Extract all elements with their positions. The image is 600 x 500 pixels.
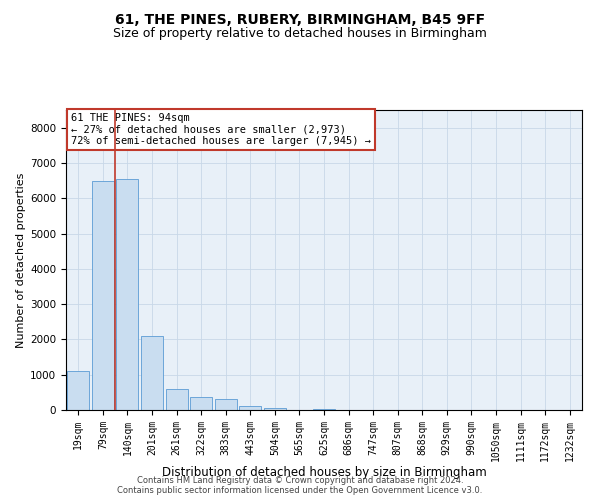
Text: 61 THE PINES: 94sqm
← 27% of detached houses are smaller (2,973)
72% of semi-det: 61 THE PINES: 94sqm ← 27% of detached ho…: [71, 113, 371, 146]
Bar: [215, 399, 237, 410]
Text: Contains HM Land Registry data © Crown copyright and database right 2024.
Contai: Contains HM Land Registry data © Crown c…: [118, 476, 482, 495]
Bar: [116, 179, 139, 410]
X-axis label: Distribution of detached houses by size in Birmingham: Distribution of detached houses by size …: [161, 466, 487, 479]
Text: Size of property relative to detached houses in Birmingham: Size of property relative to detached ho…: [113, 28, 487, 40]
Bar: [264, 408, 286, 410]
Text: 61, THE PINES, RUBERY, BIRMINGHAM, B45 9FF: 61, THE PINES, RUBERY, BIRMINGHAM, B45 9…: [115, 12, 485, 26]
Bar: [166, 389, 188, 410]
Bar: [67, 371, 89, 410]
Bar: [190, 396, 212, 410]
Y-axis label: Number of detached properties: Number of detached properties: [16, 172, 26, 348]
Bar: [141, 336, 163, 410]
Bar: [92, 180, 114, 410]
Bar: [239, 406, 262, 410]
